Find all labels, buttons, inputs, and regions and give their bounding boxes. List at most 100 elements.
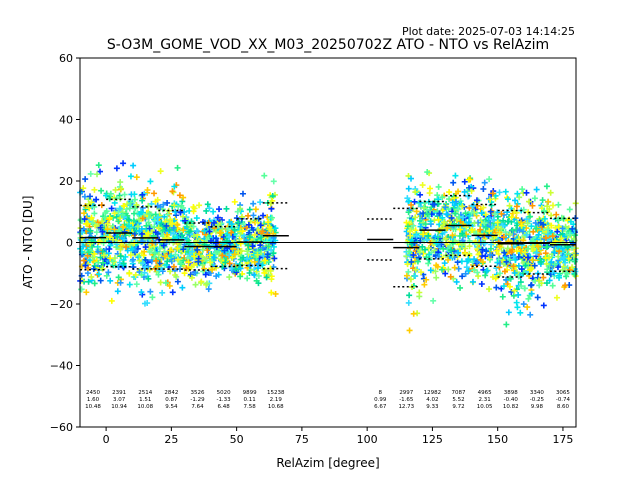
scatter-point <box>543 244 550 251</box>
scatter-point <box>226 234 233 241</box>
scatter-point <box>506 231 513 238</box>
scatter-point <box>451 202 458 209</box>
scatter-point <box>257 222 264 229</box>
scatter-point <box>405 185 412 192</box>
x-tick-label: 175 <box>552 433 573 446</box>
x-tick-label: 50 <box>230 433 244 446</box>
scatter-point <box>124 212 131 219</box>
bin-std-label: 6.48 <box>217 404 230 410</box>
scatter-point <box>178 202 185 209</box>
scatter-point <box>406 327 413 334</box>
scatter-point <box>181 270 188 277</box>
scatter-point <box>404 195 411 202</box>
scatter-point <box>426 190 433 197</box>
bin-std-label: 6.67 <box>374 404 387 410</box>
scatter-point <box>420 210 427 217</box>
scatter-point <box>114 288 121 295</box>
scatter-point <box>180 246 187 253</box>
scatter-point <box>408 201 415 208</box>
bin-mean-label: 0.11 <box>244 397 256 403</box>
scatter-point <box>416 249 423 256</box>
scatter-point <box>411 198 418 205</box>
scatter-point <box>502 188 509 195</box>
scatter-point <box>501 249 508 256</box>
scatter-point <box>493 284 500 291</box>
bin-count-label: 12982 <box>424 390 442 396</box>
scatter-point <box>132 271 139 278</box>
scatter-point <box>145 215 152 222</box>
bin-mean-label: -1.33 <box>216 397 231 403</box>
scatter-point <box>226 240 233 247</box>
scatter-point <box>244 255 251 262</box>
scatter-point <box>81 216 88 223</box>
scatter-point <box>138 289 145 296</box>
scatter-point <box>82 176 89 183</box>
scatter-point <box>555 253 562 260</box>
scatter-point <box>201 227 208 234</box>
scatter-point <box>569 225 576 232</box>
scatter-point <box>126 281 133 288</box>
scatter-point <box>459 273 466 280</box>
scatter-point <box>522 262 529 269</box>
scatter-point <box>163 222 170 229</box>
scatter-point <box>504 218 511 225</box>
scatter-point <box>482 268 489 275</box>
scatter-point <box>433 274 440 281</box>
scatter-point <box>149 294 156 301</box>
scatter-point <box>531 195 538 202</box>
scatter-point <box>121 191 128 198</box>
scatter-point <box>454 259 461 266</box>
scatter-point <box>465 176 472 183</box>
scatter-point <box>520 206 527 213</box>
scatter-point <box>87 227 94 234</box>
scatter-point <box>261 172 268 179</box>
scatter-point <box>496 189 503 196</box>
scatter-point <box>510 292 517 299</box>
scatter-point <box>496 231 503 238</box>
scatter-point <box>211 254 218 261</box>
scatter-point <box>466 243 473 250</box>
scatter-point <box>127 173 134 180</box>
scatter-point <box>97 277 104 284</box>
scatter-point <box>417 191 424 198</box>
scatter-point <box>489 236 496 243</box>
scatter-point <box>556 272 563 279</box>
scatter-point <box>442 270 449 277</box>
scatter-point <box>412 214 419 221</box>
scatter-point <box>450 179 457 186</box>
bin-count-label: 7087 <box>452 390 466 396</box>
scatter-point <box>515 291 522 298</box>
scatter-point <box>131 191 138 198</box>
scatter-point <box>440 245 447 252</box>
scatter-point <box>425 245 432 252</box>
scatter-point <box>117 215 124 222</box>
scatter-point <box>199 219 206 226</box>
bin-count-label: 3526 <box>190 390 204 396</box>
scatter-point <box>430 297 437 304</box>
y-tick-label: 40 <box>59 114 73 127</box>
scatter-point <box>138 230 145 237</box>
scatter-point <box>533 186 540 193</box>
scatter-point <box>166 247 173 254</box>
scatter-point <box>107 242 114 249</box>
scatter-point <box>120 260 127 267</box>
scatter-point <box>545 198 552 205</box>
scatter-point <box>414 258 421 265</box>
scatter-point <box>543 280 550 287</box>
scatter-point <box>112 186 119 193</box>
scatter-point <box>191 205 198 212</box>
scatter-point <box>226 252 233 259</box>
scatter-point <box>511 287 518 294</box>
scatter-point <box>567 218 574 225</box>
scatter-point <box>101 255 108 262</box>
scatter-point <box>268 289 275 296</box>
scatter-point <box>533 225 540 232</box>
scatter-point <box>91 262 98 269</box>
scatter-point <box>192 281 199 288</box>
scatter-point <box>187 271 194 278</box>
scatter-point <box>508 288 515 295</box>
scatter-point <box>142 244 149 251</box>
scatter-point <box>427 218 434 225</box>
scatter-point <box>200 246 207 253</box>
scatter-point <box>100 235 107 242</box>
